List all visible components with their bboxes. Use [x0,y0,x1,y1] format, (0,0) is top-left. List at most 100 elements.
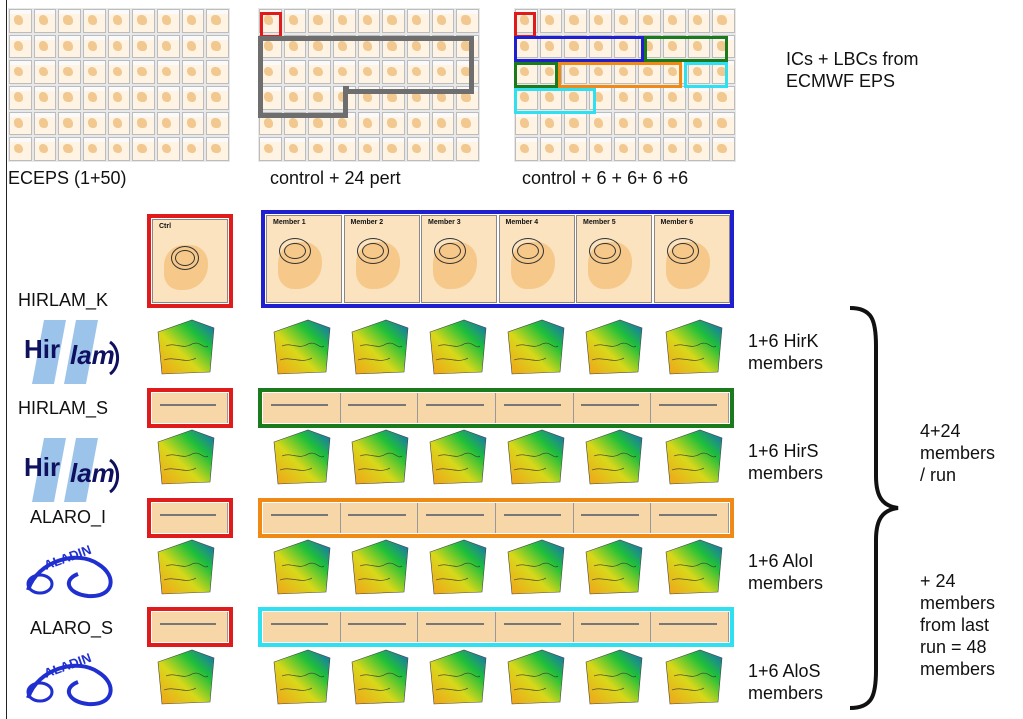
eps-thumbnail [181,85,205,110]
eps-thumbnail [564,9,587,33]
eps-thumbnail [588,137,612,161]
eps-thumbnail [206,34,229,59]
eps-thumbnail [82,9,106,33]
control-six-cyan-a [684,62,728,88]
run-brace [849,306,899,710]
eps-thumbnail [406,111,430,136]
eps-thumbnail [9,137,32,161]
forecast-map [157,429,215,485]
forecast-map [351,649,409,705]
control-six-orange [558,62,682,88]
member-panel-title: Member 5 [583,219,616,226]
eps-thumbnail [132,137,155,161]
svg-text:ALADIN: ALADIN [42,542,93,573]
forecast-map [157,649,215,705]
forecast-map [665,649,723,705]
eps-thumbnail [283,137,307,161]
forecast-map [665,429,723,485]
ctrl-panel-frame [147,214,233,308]
ctrl-panel-title: Ctrl [159,223,172,230]
eps-thumbnail [33,137,57,161]
eps-thumbnail [58,9,81,33]
eps-thumbnail [107,85,131,110]
forecast-map [507,429,565,485]
forecast-map [429,319,487,375]
forecast-map [273,539,331,595]
forecast-map [429,649,487,705]
model-name-hirlam-k: HIRLAM_K [18,290,109,310]
eps-thumbnail [181,9,205,33]
svg-text:Hir: Hir [24,452,60,482]
forecast-map [157,319,215,375]
eps-thumbnail [382,60,405,84]
eps-thumbnail [33,9,57,33]
eps-thumbnail [308,85,331,110]
eps-thumbnail [259,85,282,110]
eps-thumbnail [181,137,205,161]
aloi-ctrl-strip [152,503,228,533]
eps-thumbnail [259,137,282,161]
forecast-map [507,319,565,375]
hirs-members-label: 1+6 HirS members [748,441,824,483]
eps-thumbnail [662,9,686,33]
eps-thumbnail [132,85,155,110]
control-six-blue [514,36,644,62]
control-pert-caption: control + 24 pert [270,168,401,188]
alos-ctrl-strip [152,612,228,642]
aladin-logo-1: ALADIN [26,542,113,599]
eps-thumbnail [687,137,711,161]
control-six-red [514,12,536,38]
eps-thumbnail [107,34,131,59]
eps-thumbnail [431,137,455,161]
eps-thumbnail [406,9,430,33]
hirs-member-strip [152,393,228,423]
member-panel-title: Member 2 [350,219,384,226]
member-panel: Member 6 [653,215,730,303]
eps-thumbnail [382,9,405,33]
forecast-map [429,539,487,595]
eps-thumbnail [431,111,455,136]
eps-thumbnail [332,60,356,84]
eps-thumbnail [132,111,155,136]
eps-thumbnail [58,111,81,136]
eps-thumbnail [613,137,637,161]
eps-thumbnail [82,85,106,110]
member-panel: Member 5 [576,215,652,303]
eps-thumbnail [206,137,229,161]
eps-thumbnail [687,111,711,136]
eps-thumbnail [181,34,205,59]
left-divider [6,0,7,719]
forecast-map [351,539,409,595]
eps-thumbnail [357,60,381,84]
eps-thumbnail [132,9,155,33]
eps-thumbnail [206,85,229,110]
aloi-members-orange [258,498,734,538]
member-panel: Member 1 [266,215,342,303]
hirs-members-green [258,388,734,428]
eps-thumbnail [283,85,307,110]
eps-thumbnail [9,34,32,59]
forecast-map [585,429,643,485]
eps-thumbnail [58,137,81,161]
eps-thumbnail [156,111,180,136]
eps-thumbnail [58,34,81,59]
forecast-map [273,319,331,375]
control-six-cyan-b [514,88,596,114]
svg-text:Hir: Hir [24,334,60,364]
eps-thumbnail [82,34,106,59]
eps-thumbnail [687,85,711,110]
member-panels-frame [261,210,734,308]
eps-thumbnail [107,9,131,33]
eps-thumbnail [588,9,612,33]
eps-thumbnail [156,9,180,33]
eps-thumbnail [588,111,612,136]
eps-thumbnail [156,137,180,161]
eps-thumbnail [357,137,381,161]
eps-thumbnail [132,60,155,84]
eps-thumbnail [82,111,106,136]
member-panel-title: Member 4 [505,219,539,226]
eps-thumbnail [107,111,131,136]
eps-thumbnail [564,111,587,136]
hirk-members-label: 1+6 HirK members [748,331,824,373]
eps-thumbnail [431,9,455,33]
